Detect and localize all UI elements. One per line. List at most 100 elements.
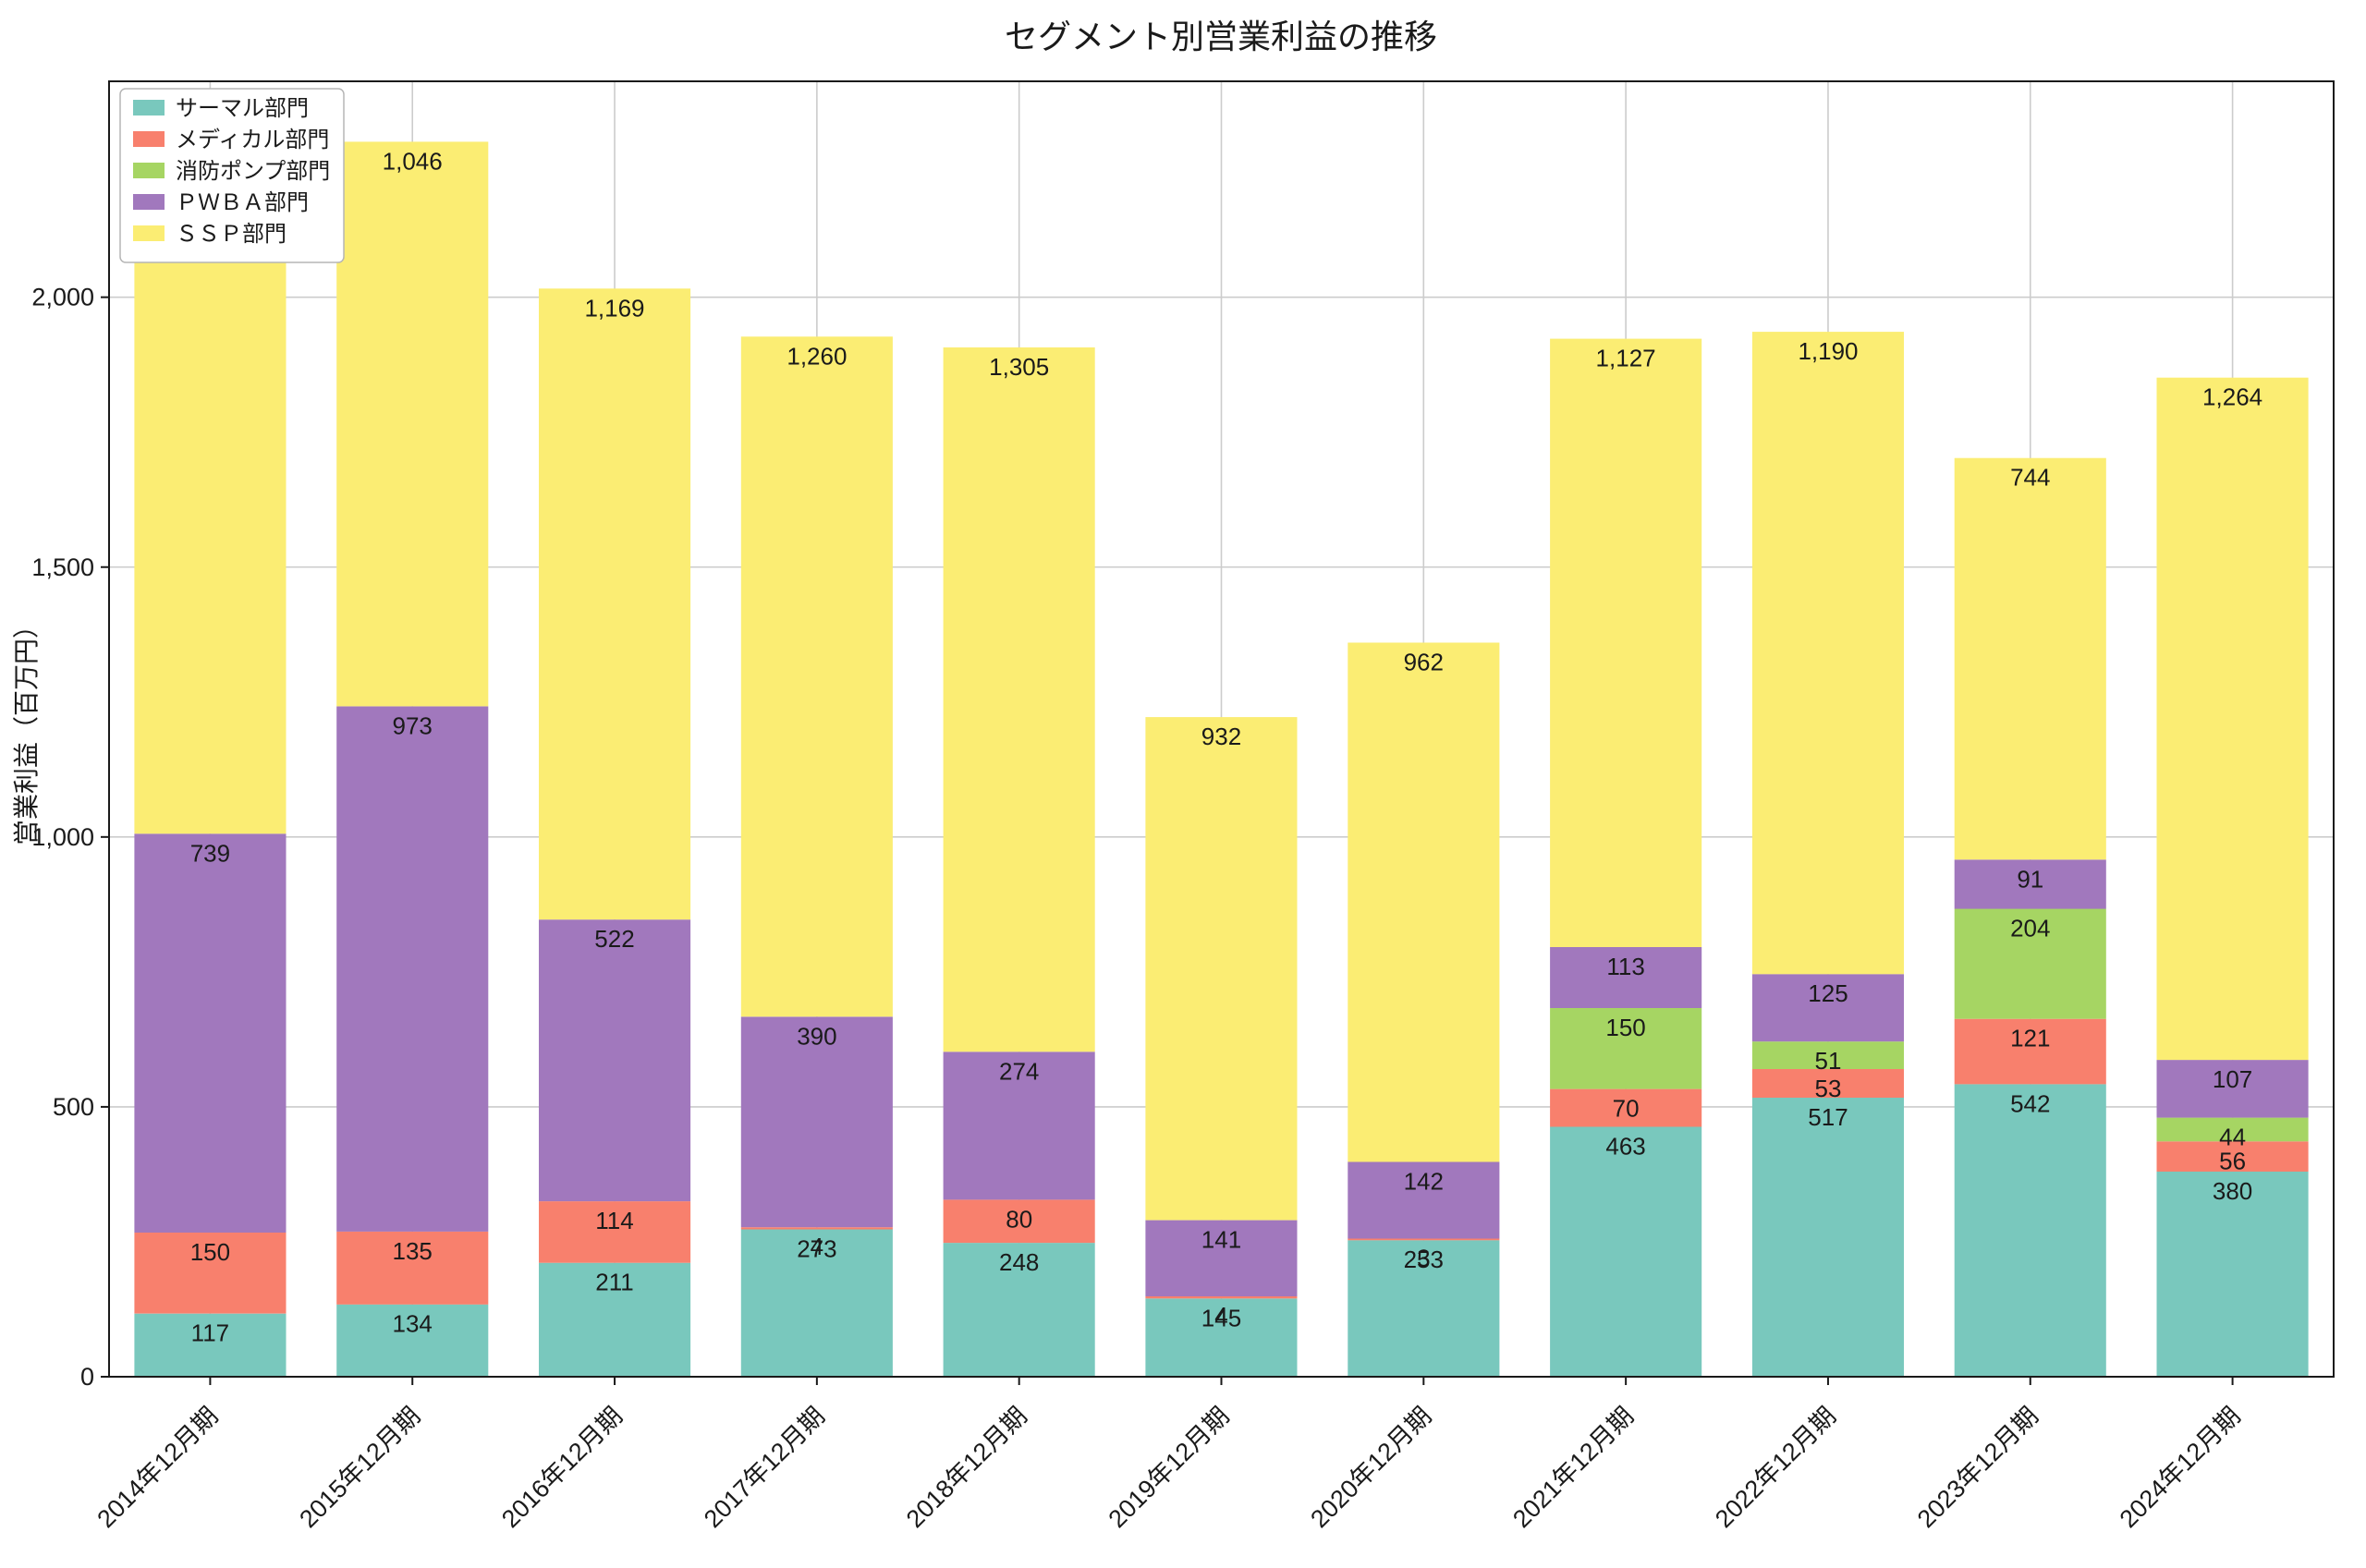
bar-value-label: 517 bbox=[1808, 1103, 1848, 1131]
bar-value-label: 463 bbox=[1605, 1133, 1645, 1161]
bar-segment-4-5 bbox=[1145, 717, 1298, 1221]
bar-value-label: 274 bbox=[999, 1057, 1039, 1085]
bar-segment-1-7 bbox=[1550, 1088, 1702, 1127]
x-tick-label-8: 2022年12月期 bbox=[1710, 1402, 1841, 1533]
bar-value-label: 51 bbox=[1815, 1047, 1842, 1075]
bar-value-label: 150 bbox=[190, 1238, 230, 1266]
bar-segment-4-2 bbox=[539, 288, 691, 920]
bar-value-label: 114 bbox=[595, 1207, 633, 1234]
bar-segment-0-6 bbox=[1348, 1240, 1500, 1377]
bar-value-label: 1,260 bbox=[787, 342, 847, 370]
bar-segment-0-7 bbox=[1550, 1126, 1702, 1377]
bar-value-label: 522 bbox=[594, 925, 634, 953]
bar-segment-0-8 bbox=[1751, 1098, 1904, 1377]
bar-value-label: 121 bbox=[2010, 1025, 2050, 1052]
bar-value-label: 91 bbox=[2017, 865, 2043, 893]
bar-value-label: 1,127 bbox=[1596, 345, 1656, 372]
bar-segment-1-6 bbox=[1348, 1238, 1500, 1241]
y-tick-label: 2,000 bbox=[31, 284, 94, 311]
legend-swatch-0 bbox=[133, 100, 165, 115]
y-tick-label: 1,500 bbox=[31, 553, 94, 581]
bar-segment-2-7 bbox=[1550, 1008, 1702, 1089]
bar-value-label: 744 bbox=[2010, 464, 2050, 492]
bar-value-label: 4 bbox=[1214, 1302, 1227, 1330]
bar-segment-4-0 bbox=[134, 180, 287, 834]
bar-segment-1-3 bbox=[740, 1227, 893, 1230]
bar-segment-3-9 bbox=[1954, 859, 2106, 909]
bar-segment-3-5 bbox=[1145, 1220, 1298, 1296]
chart-title: セグメント別営業利益の推移 bbox=[1005, 18, 1437, 55]
bar-value-label: 542 bbox=[2010, 1089, 2050, 1117]
bar-segment-0-4 bbox=[943, 1243, 1095, 1377]
bar-segment-3-8 bbox=[1751, 974, 1904, 1042]
bar-value-label: 211 bbox=[595, 1269, 633, 1296]
legend-label-2: 消防ポンプ部門 bbox=[176, 159, 330, 184]
bar-value-label: 1,190 bbox=[1798, 337, 1858, 365]
legend-swatch-1 bbox=[133, 131, 165, 147]
x-tick-label-5: 2019年12月期 bbox=[1104, 1402, 1235, 1533]
bar-segment-0-5 bbox=[1145, 1298, 1298, 1377]
x-tick-label-4: 2018年12月期 bbox=[901, 1402, 1032, 1533]
x-tick-label-7: 2021年12月期 bbox=[1507, 1402, 1639, 1533]
x-tick-label-0: 2014年12月期 bbox=[91, 1402, 223, 1533]
bar-segment-1-2 bbox=[539, 1201, 691, 1263]
bar-segment-4-1 bbox=[336, 141, 489, 707]
y-tick-label: 1,000 bbox=[31, 823, 94, 851]
bar-value-label: 53 bbox=[1815, 1075, 1842, 1102]
bar-value-label: 1,046 bbox=[383, 147, 443, 175]
bar-value-label: 248 bbox=[999, 1248, 1039, 1276]
bar-segment-4-9 bbox=[1954, 457, 2106, 860]
legend-swatch-2 bbox=[133, 163, 165, 178]
bar-segment-1-5 bbox=[1145, 1296, 1298, 1299]
bar-value-label: 1,169 bbox=[584, 294, 644, 322]
legend-swatch-3 bbox=[133, 194, 165, 210]
bar-segment-3-1 bbox=[336, 706, 489, 1232]
x-tick-label-10: 2024年12月期 bbox=[2115, 1402, 2246, 1533]
bar-segment-3-7 bbox=[1550, 947, 1702, 1008]
bar-value-label: 141 bbox=[1201, 1226, 1241, 1254]
bar-segment-3-6 bbox=[1348, 1161, 1500, 1239]
bar-segment-4-6 bbox=[1348, 642, 1500, 1162]
bar-value-label: 113 bbox=[1606, 953, 1644, 980]
bar-value-label: 739 bbox=[190, 839, 230, 867]
bar-value-label: 390 bbox=[797, 1022, 836, 1050]
bar-segment-0-2 bbox=[539, 1262, 691, 1377]
bar-value-label: 135 bbox=[393, 1237, 433, 1265]
bar-value-label: 44 bbox=[2219, 1124, 2246, 1151]
bar-value-label: 1,305 bbox=[989, 353, 1049, 381]
legend-label-3: ＰＷＢＡ部門 bbox=[176, 190, 309, 215]
legend-label-0: サーマル部門 bbox=[176, 96, 309, 121]
x-tick-label-6: 2020年12月期 bbox=[1305, 1402, 1436, 1533]
bar-value-label: 1,264 bbox=[2202, 383, 2262, 411]
bar-segment-4-8 bbox=[1751, 332, 1904, 975]
bar-segment-3-2 bbox=[539, 919, 691, 1202]
bar-value-label: 125 bbox=[1808, 979, 1848, 1007]
bar-value-label: 56 bbox=[2219, 1147, 2246, 1174]
y-axis-title: 営業利益（百万円） bbox=[12, 613, 41, 845]
bar-segment-4-3 bbox=[740, 336, 893, 1017]
bar-segment-4-7 bbox=[1550, 338, 1702, 948]
bar-segment-3-3 bbox=[740, 1016, 893, 1228]
y-tick-label: 0 bbox=[80, 1363, 94, 1391]
bar-value-label: 107 bbox=[2213, 1065, 2252, 1093]
bar-value-label: 273 bbox=[797, 1235, 836, 1263]
bar-value-label: 204 bbox=[2010, 915, 2050, 942]
bar-segment-1-1 bbox=[336, 1231, 489, 1305]
bar-segment-1-9 bbox=[1954, 1018, 2106, 1085]
bar-segment-3-4 bbox=[943, 1051, 1095, 1200]
bar-value-label: 80 bbox=[1006, 1205, 1032, 1233]
bar-segment-0-0 bbox=[134, 1313, 287, 1377]
bar-segment-0-3 bbox=[740, 1229, 893, 1377]
bar-segment-2-8 bbox=[1751, 1041, 1904, 1069]
bar-value-label: 4 bbox=[811, 1233, 823, 1260]
bar-segment-1-10 bbox=[2156, 1141, 2309, 1172]
bar-value-label: 962 bbox=[1404, 649, 1444, 676]
bar-value-label: 142 bbox=[1404, 1168, 1444, 1196]
bar-value-label: 134 bbox=[393, 1310, 433, 1338]
bar-segment-0-10 bbox=[2156, 1172, 2309, 1377]
bar-value-label: 70 bbox=[1613, 1095, 1640, 1123]
bar-value-label: 150 bbox=[1605, 1014, 1645, 1041]
x-tick-label-2: 2016年12月期 bbox=[496, 1402, 628, 1533]
